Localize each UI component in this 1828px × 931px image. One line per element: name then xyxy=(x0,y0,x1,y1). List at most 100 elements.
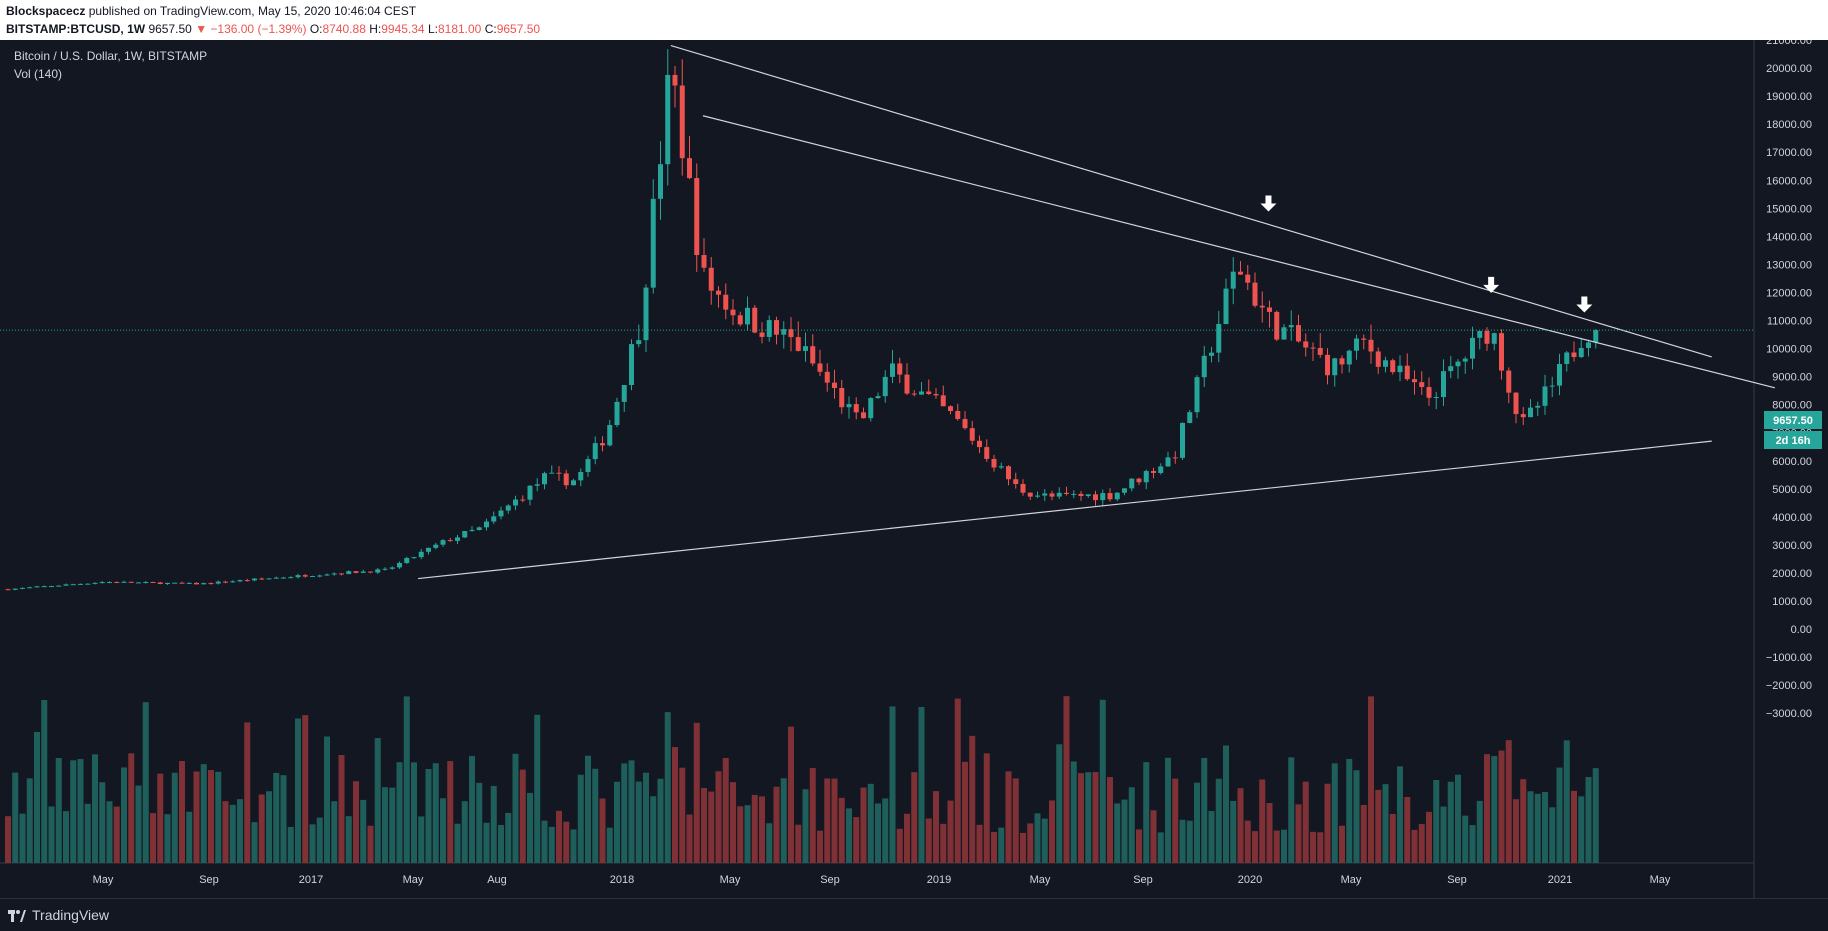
candle-body xyxy=(215,581,221,584)
trendline[interactable] xyxy=(670,45,1712,358)
volume-bar xyxy=(295,718,301,863)
volume-bar xyxy=(403,696,410,863)
y-tick-label: −2000.00 xyxy=(1766,680,1812,692)
trendline[interactable] xyxy=(418,440,1712,580)
candle-body xyxy=(904,374,910,394)
x-tick-label: May xyxy=(1030,874,1051,886)
candle-body xyxy=(1107,493,1113,500)
candle-body xyxy=(1339,358,1345,365)
volume-bar xyxy=(991,831,997,863)
volume-bar xyxy=(432,763,439,863)
y-tick-label: 0.00 xyxy=(1791,624,1812,636)
volume-bar xyxy=(940,823,947,863)
down-arrow-icon xyxy=(1483,276,1500,293)
candle-body xyxy=(1484,330,1490,344)
volume-bar xyxy=(418,816,425,863)
candle-body xyxy=(179,582,185,584)
candle-body xyxy=(244,580,250,582)
volume-bar xyxy=(708,791,715,863)
candle-body xyxy=(1288,325,1294,328)
candle-body xyxy=(607,425,613,446)
volume-bar xyxy=(237,799,243,863)
y-tick-label: 16000.00 xyxy=(1766,175,1812,187)
candle-body xyxy=(1513,392,1519,415)
volume-bar xyxy=(650,796,657,863)
volume-bar xyxy=(817,830,823,863)
volume-bar xyxy=(1302,781,1309,863)
volume-bar xyxy=(1099,699,1106,863)
candle-body xyxy=(1056,492,1062,497)
candle-body xyxy=(846,404,852,408)
candle-body xyxy=(49,586,54,588)
candle-body xyxy=(491,516,497,522)
candle-body xyxy=(505,505,511,511)
candle-body xyxy=(1491,333,1497,344)
close-value: 9657.50 xyxy=(496,22,541,36)
trendline[interactable] xyxy=(702,115,1776,389)
volume-bar xyxy=(425,768,432,863)
candle-body xyxy=(1281,327,1287,340)
volume-bar xyxy=(1585,777,1592,863)
candle-body xyxy=(1354,338,1359,351)
volume-bar xyxy=(41,700,48,863)
price-badge xyxy=(1764,411,1822,429)
y-tick-label: 8000.00 xyxy=(1772,400,1812,412)
candle-body xyxy=(1455,361,1461,367)
candle-body xyxy=(672,74,678,86)
tradingview-brand[interactable]: TradingView xyxy=(8,907,109,923)
x-tick-label: May xyxy=(720,874,741,886)
candle-body xyxy=(1064,492,1069,494)
volume-bar xyxy=(1223,745,1229,863)
volume-bar xyxy=(773,786,780,863)
volume-bar xyxy=(258,794,265,863)
candle-body xyxy=(977,440,982,448)
volume-bar xyxy=(788,726,794,863)
volume-bar xyxy=(150,813,156,863)
y-tick-label: 11000.00 xyxy=(1767,316,1812,328)
volume-bar xyxy=(730,782,736,863)
candle-body xyxy=(1433,397,1439,399)
volume-bar xyxy=(1404,796,1411,863)
volume-bar xyxy=(1230,800,1237,863)
candle-body xyxy=(723,294,729,310)
volume-bar xyxy=(962,761,968,863)
candle-body xyxy=(832,382,837,388)
candle-body xyxy=(1114,492,1120,500)
time-axis[interactable]: May Sep 2017 May Aug 2018 May Sep 2019 May Sep 2020… xyxy=(93,874,1671,886)
candle-body xyxy=(1216,324,1222,353)
y-tick-label: 2000.00 xyxy=(1772,568,1812,580)
y-tick-label: 15000.00 xyxy=(1766,203,1812,215)
volume-layer xyxy=(5,696,1599,863)
candle-body xyxy=(1325,354,1330,376)
volume-bar xyxy=(316,817,323,863)
candle-body xyxy=(1100,493,1106,501)
candle-body xyxy=(1310,347,1316,349)
volume-bar xyxy=(759,796,765,863)
volume-bar xyxy=(838,797,845,863)
candle-body xyxy=(897,363,903,375)
x-tick-label: Sep xyxy=(199,874,219,886)
candle-body xyxy=(1346,350,1352,365)
price-axis[interactable]: 21000.00 20000.00 19000.00 18000.00 17000.00… xyxy=(1766,40,1812,720)
candle-body xyxy=(1129,478,1135,489)
candle-body xyxy=(1230,271,1236,289)
author-name[interactable]: Blockspacecz xyxy=(6,4,86,18)
candle-body xyxy=(1165,457,1171,467)
volume-bar xyxy=(1556,767,1563,863)
volume-bar xyxy=(19,813,26,863)
volume-bar xyxy=(396,762,403,863)
candle-body xyxy=(578,472,584,481)
candle-body xyxy=(890,363,895,377)
volume-bar xyxy=(106,801,113,863)
candle-body xyxy=(317,575,323,577)
volume-bar xyxy=(331,801,338,863)
price-chart[interactable]: 21000.00 20000.00 19000.00 18000.00 17000.00… xyxy=(0,40,1828,898)
candle-body xyxy=(157,582,163,584)
candle-body xyxy=(469,529,475,532)
candle-body xyxy=(730,309,736,316)
volume-bar xyxy=(309,824,316,863)
candle-body xyxy=(1194,377,1200,413)
volume-bar xyxy=(896,828,903,863)
volume-bar xyxy=(338,755,345,863)
volume-bar xyxy=(1440,806,1447,863)
